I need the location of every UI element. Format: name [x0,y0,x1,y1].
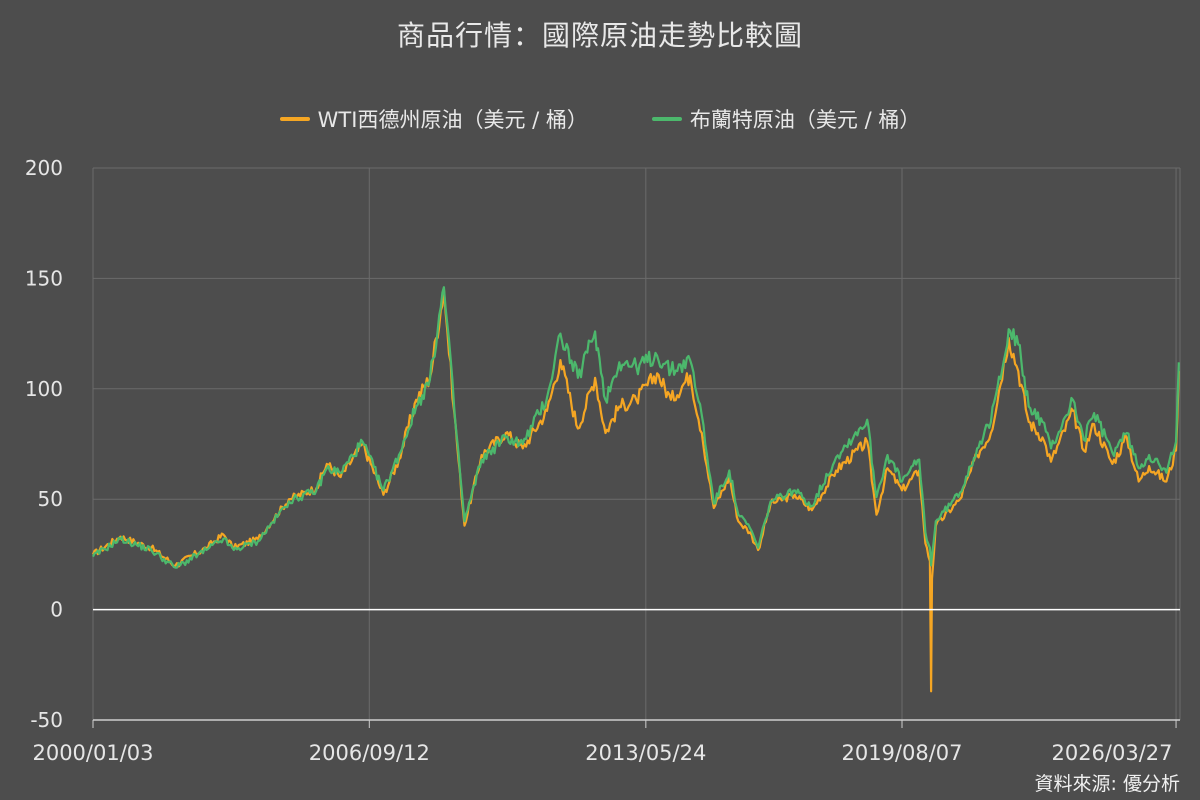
y-tick-label: 150 [25,266,63,290]
y-tick-label: 50 [38,487,63,511]
legend-label-brent: 布蘭特原油（美元 / 桶） [689,108,921,132]
source-credit: 資料來源: 優分析 [1034,773,1180,795]
legend-swatch-brent [651,117,682,121]
chart-title: 商品行情：國際原油走勢比較圖 [396,19,803,52]
x-tick-label: 2000/01/03 [32,741,153,765]
x-tick-label: 2026/03/27 [1051,741,1172,765]
legend-item-wti[interactable]: WTI西德州原油（美元 / 桶） [279,104,588,134]
y-tick-label: 100 [25,377,63,401]
x-tick-label: 2013/05/24 [585,741,706,765]
legend-label-wti: WTI西德州原油（美元 / 桶） [317,108,588,132]
y-tick-label: -50 [30,708,63,732]
y-tick-label: 0 [50,598,63,622]
x-tick-label: 2019/08/07 [841,741,962,765]
x-tick-label: 2006/09/12 [309,741,430,765]
legend-swatch-wti [279,117,310,121]
legend-item-brent[interactable]: 布蘭特原油（美元 / 桶） [651,104,921,134]
series-line-wti [91,288,1180,693]
series-line-brent [92,286,1180,569]
chart-legend: WTI西德州原油（美元 / 桶） 布蘭特原油（美元 / 桶） [0,104,1200,134]
y-tick-label: 200 [25,156,63,180]
